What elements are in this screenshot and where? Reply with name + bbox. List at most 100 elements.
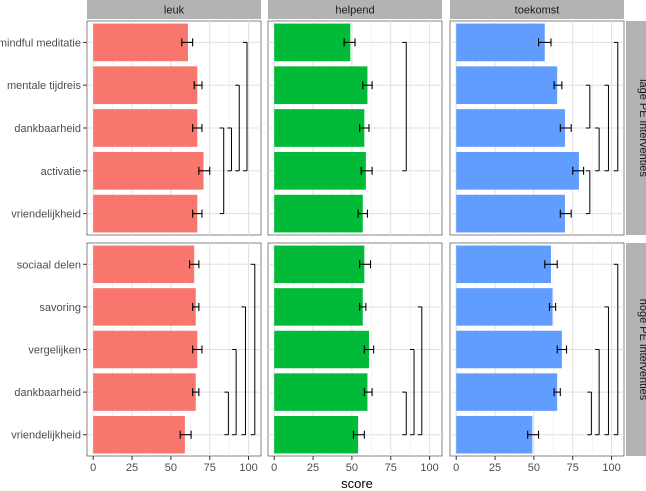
bar (456, 109, 565, 147)
facet-strip-label: toekomst (515, 5, 560, 17)
error-bar (352, 430, 365, 439)
significance-bracket (402, 41, 407, 172)
bar (274, 194, 363, 233)
bar (456, 373, 558, 411)
bar (456, 23, 545, 62)
facet-strip-label: helpend (335, 5, 374, 17)
x-tick-label: 25 (307, 462, 319, 474)
error-bar (179, 430, 192, 439)
y-tick-label: dankbaarheid (14, 387, 81, 399)
x-tick-label: 0 (90, 462, 96, 474)
bar (274, 151, 366, 190)
facet-strip-label: leuk (164, 5, 185, 17)
x-tick-label: 75 (204, 462, 216, 474)
bar (93, 23, 188, 62)
bar (93, 288, 196, 326)
chart-panels: leuk helpend toekomst lage PE interventies m… (0, 0, 646, 457)
error-bar (548, 302, 557, 311)
error-bar (553, 81, 563, 90)
error-bar (553, 388, 561, 397)
bar (93, 151, 204, 190)
x-axis: 0 25 50 75 100 0 25 50 75 100 0 25 50 75 100 (90, 456, 621, 474)
x-tick-label: 50 (528, 462, 540, 474)
error-bar (556, 345, 568, 354)
bar (274, 415, 359, 454)
bar (274, 330, 369, 369)
facet-strip-leuk (87, 0, 261, 19)
x-tick-label: 100 (602, 462, 620, 474)
error-bar (544, 260, 558, 269)
significance-bracket (402, 391, 407, 436)
error-bar (363, 388, 373, 397)
error-bar (192, 209, 203, 218)
y-tick-label: vriendelijkheid (11, 430, 81, 442)
y-tick-label: activatie (41, 166, 81, 178)
significance-bracket (585, 84, 591, 129)
error-bar (538, 38, 552, 47)
significance-bracket (604, 306, 609, 436)
facet-row-label: lage PE interventies (637, 79, 646, 177)
error-bar (359, 124, 370, 132)
y-tick-label: mindful meditatie (0, 37, 81, 49)
x-tick-label: 25 (126, 462, 138, 474)
bar (93, 415, 185, 454)
bar (456, 415, 533, 454)
bar (456, 288, 553, 326)
x-tick-label: 0 (453, 462, 459, 474)
significance-bracket (224, 391, 229, 436)
error-bar (559, 124, 572, 132)
error-bar (363, 345, 375, 354)
x-tick-label: 100 (420, 462, 438, 474)
significance-bracket (585, 170, 591, 215)
facet-row-label: hoge PE interventies (637, 299, 646, 401)
significance-bracket (587, 391, 592, 436)
error-bar (192, 302, 200, 311)
bar (456, 194, 565, 233)
error-bar (193, 81, 203, 90)
facet-strip-helpend (268, 0, 442, 19)
bar (93, 194, 198, 233)
bar (93, 330, 198, 369)
bar (274, 23, 351, 62)
bar (93, 66, 198, 105)
error-bar (181, 38, 194, 47)
bar (274, 245, 365, 284)
x-tick-label: 75 (567, 462, 579, 474)
y-tick-label: vriendelijkheid (11, 209, 81, 221)
error-bar (192, 124, 203, 132)
y-tick-label: sociaal delen (17, 259, 81, 271)
error-bar (188, 260, 200, 269)
y-tick-label: savoring (39, 302, 81, 314)
bar (274, 109, 365, 147)
error-bar (527, 430, 540, 439)
significance-bracket (613, 263, 619, 436)
y-tick-label: mentale tijdreis (7, 80, 81, 92)
bar (456, 66, 558, 105)
significance-bracket (219, 127, 225, 215)
significance-bracket (595, 349, 600, 436)
error-bar (192, 388, 200, 397)
significance-bracket (235, 84, 240, 172)
x-tick-label: 50 (346, 462, 358, 474)
x-tick-label: 75 (385, 462, 397, 474)
error-bar (362, 81, 373, 90)
facet-strip-row (626, 243, 646, 456)
bar (274, 66, 368, 105)
significance-bracket (241, 306, 246, 436)
bar (93, 373, 196, 411)
significance-bracket (613, 41, 619, 172)
x-tick-label: 100 (239, 462, 257, 474)
significance-bracket (410, 349, 415, 436)
y-tick-label: vergelijken (28, 345, 81, 357)
error-bar (359, 302, 367, 311)
error-bar (360, 166, 373, 175)
bar (93, 245, 195, 284)
significance-bracket (595, 127, 600, 172)
x-tick-label: 25 (489, 462, 501, 474)
error-bar (343, 38, 356, 47)
error-bar (192, 345, 203, 354)
error-bar (572, 166, 585, 175)
bar (456, 245, 551, 284)
x-tick-label: 50 (165, 462, 177, 474)
